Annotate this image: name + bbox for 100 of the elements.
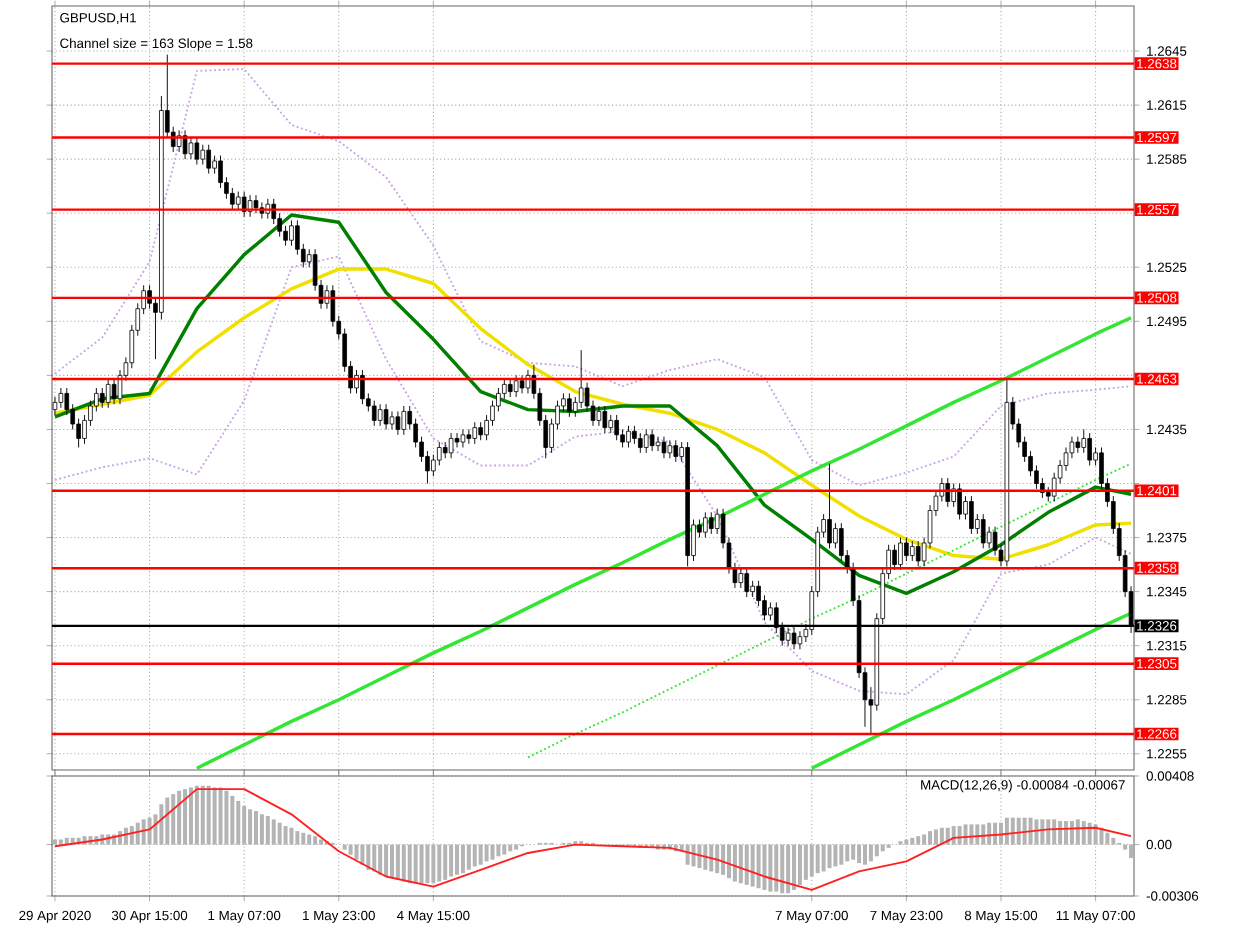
bar — [709, 844, 714, 872]
candlestick — [833, 522, 838, 549]
candlestick — [892, 544, 897, 571]
candlestick — [667, 439, 673, 459]
candlestick — [454, 432, 460, 448]
bar — [348, 844, 353, 855]
bar — [395, 844, 400, 880]
candlestick — [194, 137, 200, 166]
bar — [1022, 817, 1027, 845]
candlestick — [649, 428, 655, 452]
candlestick — [904, 537, 909, 562]
candlestick — [909, 540, 915, 562]
bar — [129, 826, 134, 845]
bar — [271, 819, 276, 845]
candlestick — [969, 495, 974, 535]
bar — [756, 844, 761, 889]
bar — [1129, 844, 1134, 859]
bar — [407, 844, 412, 884]
bar — [874, 844, 879, 857]
bar — [868, 844, 873, 862]
bar — [242, 805, 247, 845]
candlestick — [898, 537, 903, 571]
bar — [1028, 817, 1033, 845]
candlestick — [377, 403, 383, 427]
candlestick — [638, 432, 643, 454]
bar — [774, 844, 779, 892]
bar — [1046, 819, 1051, 845]
candlestick — [578, 349, 584, 409]
bar — [212, 787, 217, 845]
bar — [135, 822, 140, 845]
bar — [188, 787, 193, 845]
line-series — [54, 788, 1132, 891]
candlestick — [466, 428, 472, 445]
candlestick — [507, 378, 513, 398]
candlestick — [655, 436, 661, 452]
bar — [307, 834, 312, 845]
bar — [502, 844, 507, 855]
bar — [827, 844, 832, 869]
bar — [478, 844, 483, 865]
candlestick — [200, 144, 206, 166]
bar — [455, 844, 460, 875]
bar — [732, 844, 737, 882]
candlestick — [661, 436, 667, 459]
bar — [372, 844, 377, 872]
candlestick — [703, 511, 708, 539]
bar — [981, 824, 986, 845]
bar — [265, 816, 270, 845]
candlestick — [448, 432, 454, 459]
bar — [218, 787, 223, 845]
bar — [1075, 819, 1080, 845]
candlestick — [460, 428, 466, 448]
bar — [466, 844, 471, 870]
bar — [993, 822, 998, 845]
bar — [289, 827, 294, 845]
bar — [301, 832, 306, 845]
bar — [1123, 844, 1128, 850]
candlestick — [768, 601, 773, 621]
candlestick — [519, 374, 525, 394]
candlestick — [111, 378, 117, 405]
bar — [1040, 819, 1045, 845]
candlestick — [980, 513, 986, 549]
candlestick — [395, 410, 401, 436]
bar — [224, 790, 229, 845]
bar — [259, 814, 264, 845]
bar — [1004, 817, 1009, 845]
bar — [815, 844, 820, 874]
candlestick — [99, 387, 105, 409]
line-series — [54, 255, 1132, 696]
line-series — [53, 267, 1133, 561]
bar — [413, 844, 418, 884]
candlestick — [614, 414, 619, 441]
bar — [744, 844, 749, 885]
candlestick — [289, 219, 294, 247]
bar — [295, 831, 300, 845]
candlestick — [235, 191, 241, 211]
bar — [821, 844, 826, 872]
bar — [862, 844, 867, 865]
bar — [797, 844, 802, 885]
bar — [437, 844, 442, 882]
bar — [768, 844, 773, 892]
bar — [933, 829, 938, 845]
bar — [792, 844, 797, 890]
bar — [389, 844, 394, 879]
candlestick — [105, 378, 111, 409]
bar — [851, 844, 856, 860]
line-series — [53, 213, 1133, 596]
bar — [1093, 824, 1098, 845]
bar — [1105, 832, 1110, 845]
candlestick — [212, 155, 217, 175]
bar — [443, 844, 448, 880]
bar — [1016, 817, 1021, 845]
bar — [721, 844, 726, 875]
bar — [366, 844, 371, 870]
candlestick — [643, 428, 649, 454]
candlestick — [472, 421, 478, 445]
candlestick — [206, 144, 211, 175]
candlestick — [383, 403, 389, 430]
bar — [1069, 821, 1074, 845]
candlestick — [797, 630, 803, 650]
candlestick — [915, 540, 921, 567]
